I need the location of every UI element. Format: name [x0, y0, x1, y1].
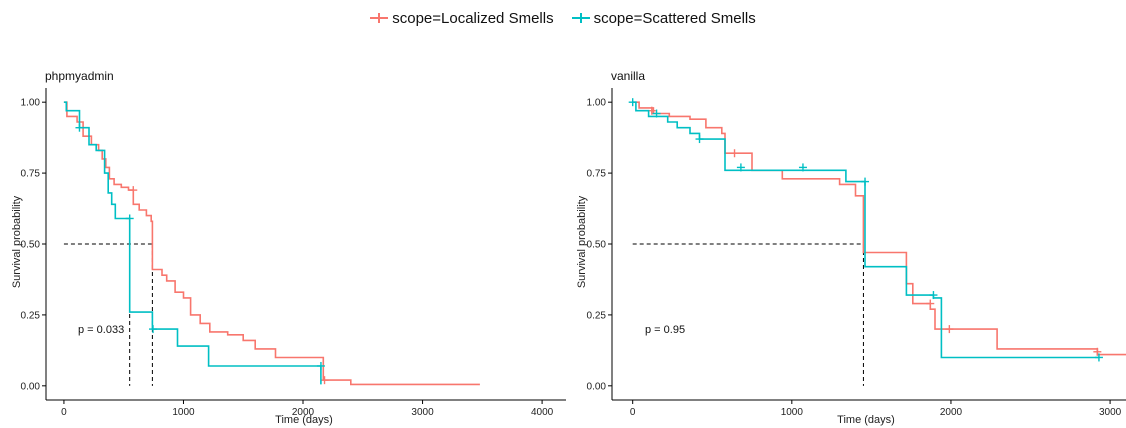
legend-label-scattered: scope=Scattered Smells [593, 9, 756, 27]
x-axis-title: Time (days) [275, 414, 333, 426]
y-tick-label: 0.00 [21, 381, 41, 392]
y-tick-label: 0.25 [587, 310, 607, 321]
y-tick-label: 0.25 [21, 310, 41, 321]
x-tick-label: 2000 [940, 407, 963, 418]
legend: scope=Localized Smells scope=Scattered S… [0, 6, 1126, 30]
x-axis-title: Time (days) [837, 414, 895, 426]
survival-curve [632, 101, 1126, 356]
x-tick-label: 0 [61, 407, 67, 418]
panel-phpmyadmin: phpmyadmin Time (days) Survival probabil… [11, 69, 566, 426]
y-tick-label: 0.00 [587, 381, 607, 392]
y-axis-title: Survival probability [11, 195, 23, 288]
survival-curve [632, 101, 1099, 359]
legend-label-localized: scope=Localized Smells [392, 9, 554, 27]
x-tick-label: 3000 [411, 407, 434, 418]
y-tick-label: 0.75 [587, 169, 607, 180]
x-tick-label: 4000 [531, 407, 554, 418]
x-tick-label: 3000 [1099, 407, 1122, 418]
x-tick-label: 1000 [172, 407, 195, 418]
y-tick-label: 0.75 [21, 169, 41, 180]
panel-vanilla: vanilla Time (days) Survival probability… [576, 69, 1126, 426]
x-tick-label: 2000 [292, 407, 315, 418]
survival-curve [63, 101, 322, 385]
y-tick-label: 0.50 [21, 240, 41, 251]
panel-title: vanilla [611, 69, 645, 83]
y-tick-label: 1.00 [587, 98, 607, 109]
panel-title: phpmyadmin [45, 69, 114, 83]
y-tick-label: 0.50 [587, 240, 607, 251]
survival-curve [63, 101, 480, 386]
legend-item-localized: scope=Localized Smells [370, 9, 554, 27]
p-value-annotation: p = 0.033 [78, 324, 124, 336]
y-tick-label: 1.00 [21, 98, 41, 109]
legend-item-scattered: scope=Scattered Smells [571, 9, 756, 27]
y-axis-title: Survival probability [576, 195, 588, 288]
p-value-annotation: p = 0.95 [645, 324, 685, 336]
legend-key-localized [370, 11, 389, 25]
legend-key-scattered [571, 11, 590, 25]
x-tick-label: 0 [630, 407, 636, 418]
x-tick-label: 1000 [781, 407, 804, 418]
